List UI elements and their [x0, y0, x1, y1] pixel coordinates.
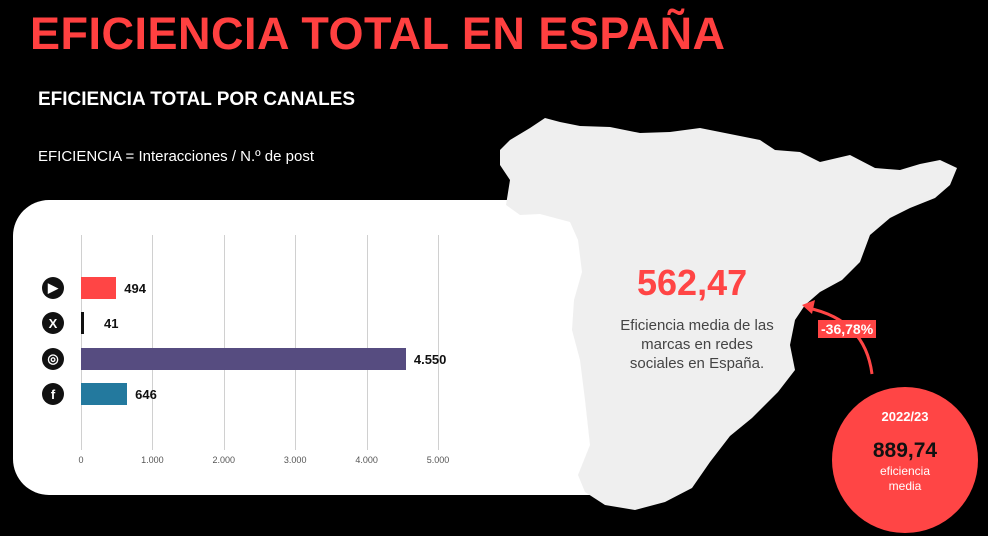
bar-value-label: 41	[104, 316, 119, 331]
trend-arrow	[807, 306, 874, 375]
tick-label: 2.000	[212, 455, 236, 465]
bar-instagram	[81, 348, 406, 370]
gridline	[295, 235, 297, 450]
gridline	[438, 235, 439, 450]
gridline	[223, 235, 225, 450]
previous-value: 889,74	[872, 439, 938, 462]
previous-year-circle: 2022/23 889,74 eficiencia media	[832, 387, 978, 533]
gridline	[81, 235, 82, 450]
instagram-icon: ◎	[42, 348, 64, 370]
page-title: EFICIENCIA TOTAL EN ESPAÑA	[30, 8, 726, 59]
bar-facebook	[81, 383, 128, 405]
section-subtitle: EFICIENCIA TOTAL POR CANALES	[38, 89, 356, 110]
chart-card	[13, 200, 633, 495]
youtube-icon: ▶	[42, 277, 64, 299]
bar-youtube	[81, 277, 117, 299]
tick-label: 4.000	[355, 455, 378, 465]
gridline	[366, 235, 368, 450]
previous-label: eficiencia media	[879, 464, 931, 493]
facebook-icon: f	[42, 383, 64, 405]
x-icon: X	[42, 312, 64, 334]
tick-label: 3.000	[283, 455, 307, 465]
formula-text: EFICIENCIA = Interacciones / N.º de post	[38, 148, 315, 165]
bar-value-label: 646	[135, 387, 157, 402]
tick-label: 1.000	[141, 455, 164, 465]
bar-value-label: 494	[124, 281, 146, 296]
tick-label: 5.000	[426, 455, 450, 465]
bar-value-label: 4.550	[413, 352, 447, 367]
gridline	[152, 235, 154, 450]
bar-x	[81, 312, 84, 334]
change-badge: -36,78%	[818, 320, 877, 338]
efficiency-description: Eficiencia media de las marcas en redes …	[620, 317, 774, 372]
previous-year: 2022/23	[881, 409, 929, 424]
tick-label: 0	[78, 455, 84, 465]
efficiency-value: 562,47	[637, 262, 748, 303]
arrow-head	[802, 300, 815, 314]
